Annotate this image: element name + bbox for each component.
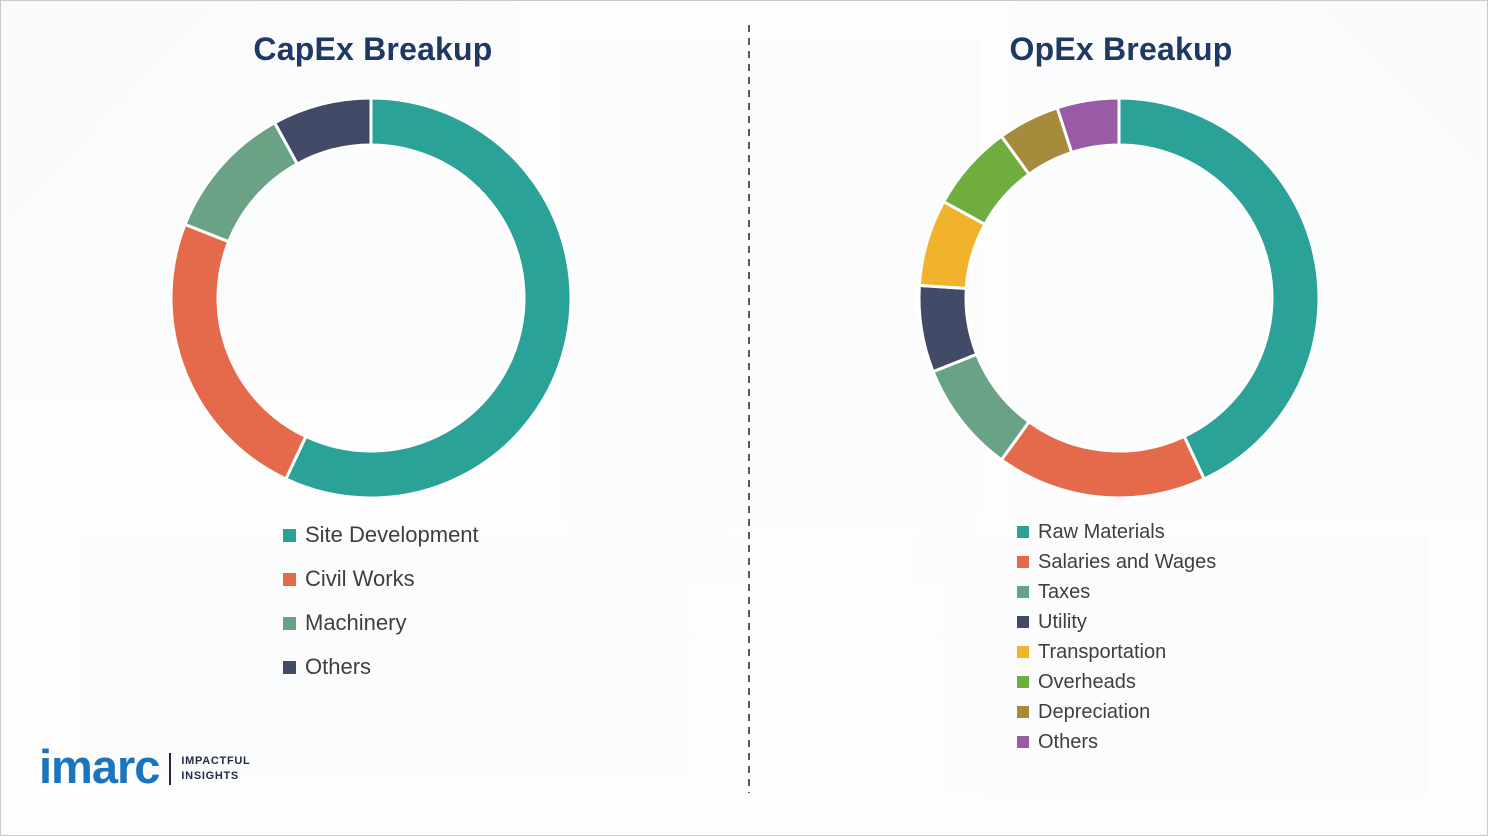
legend-swatch <box>1017 736 1029 748</box>
legend-label: Site Development <box>305 522 479 547</box>
legend-swatch <box>283 660 296 674</box>
capex-legend: Site Development Civil Works Machinery Othe… <box>283 513 479 689</box>
legend-item-overheads: Overheads <box>1017 667 1216 697</box>
legend-swatch <box>283 616 296 630</box>
legend-label: Transportation <box>1038 640 1167 663</box>
legend-swatch <box>1017 616 1029 628</box>
legend-item-depreciation: Depreciation <box>1017 697 1216 727</box>
donut-segment-taxes <box>931 352 1032 462</box>
donut-segment-site-development <box>283 96 573 500</box>
donut-segment-salaries-and-wages <box>999 419 1207 500</box>
legend-label: Others <box>305 654 372 679</box>
legend-item-utility: Utility <box>1017 607 1216 637</box>
donut-segment-raw-materials <box>1117 96 1321 481</box>
legend-label: Raw Materials <box>1038 520 1165 543</box>
legend-label: Machinery <box>305 610 407 635</box>
capex-title: CapEx Breakup <box>253 31 493 67</box>
legend-item-site-development: Site Development <box>283 513 479 557</box>
logo-divider-bar <box>169 752 172 785</box>
legend-item-transportation: Transportation <box>1017 637 1216 667</box>
opex-title: OpEx Breakup <box>1009 31 1233 67</box>
legend-swatch <box>1017 676 1029 688</box>
legend-swatch <box>1017 706 1029 718</box>
legend-swatch <box>1017 646 1029 658</box>
opex-legend: Raw Materials Salaries and Wages Taxes Util… <box>1017 517 1216 757</box>
legend-label: Overheads <box>1038 670 1136 693</box>
legend-label: Depreciation <box>1038 700 1151 723</box>
legend-item-civil-works: Civil Works <box>283 557 479 601</box>
legend-label: Utility <box>1038 610 1087 633</box>
legend-swatch <box>283 528 296 542</box>
legend-item-others: Others <box>283 645 479 689</box>
imarc-logo-text: imarc <box>39 740 160 793</box>
capex-donut-chart <box>169 96 573 500</box>
opex-donut-chart <box>917 96 1321 500</box>
legend-label: Taxes <box>1038 580 1091 603</box>
legend-swatch <box>1017 556 1029 568</box>
legend-swatch <box>1017 586 1029 598</box>
legend-swatch <box>283 572 296 586</box>
donut-segment-machinery <box>183 120 300 244</box>
legend-label: Others <box>1038 730 1099 753</box>
legend-item-machinery: Machinery <box>283 601 479 645</box>
legend-item-salaries-and-wages: Salaries and Wages <box>1017 547 1216 577</box>
donut-segment-civil-works <box>169 222 308 481</box>
logo-tagline: IMPACTFUL INSIGHTS <box>181 754 250 784</box>
donut-segment-utility <box>917 283 979 374</box>
donut-segment-others <box>1055 96 1121 155</box>
imarc-logo: imarc IMPACTFUL INSIGHTS <box>39 743 250 790</box>
logo-tagline-line1: IMPACTFUL <box>181 754 251 767</box>
donut-segment-others <box>272 96 373 166</box>
legend-item-taxes: Taxes <box>1017 577 1216 607</box>
legend-swatch <box>1017 526 1029 538</box>
legend-label: Salaries and Wages <box>1038 550 1217 573</box>
legend-item-others: Others <box>1017 727 1216 757</box>
dashed-divider-line <box>748 25 750 793</box>
legend-item-raw-materials: Raw Materials <box>1017 517 1216 547</box>
logo-tagline-line2: INSIGHTS <box>181 769 239 782</box>
legend-label: Civil Works <box>305 566 415 591</box>
